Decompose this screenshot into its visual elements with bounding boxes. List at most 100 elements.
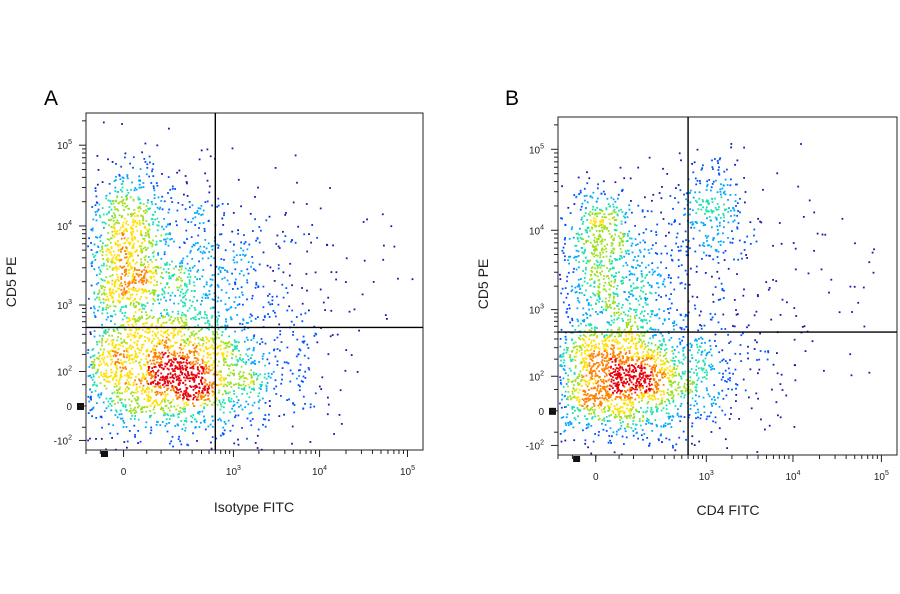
panel-a-event-dot xyxy=(126,177,129,180)
panel-a-event-dot xyxy=(211,298,214,301)
panel-a-event-dot xyxy=(145,205,148,207)
panel-a-event-dot xyxy=(172,445,174,448)
panel-b-event-dot xyxy=(560,382,562,384)
panel-a-event-dot xyxy=(129,410,132,412)
panel-b-event-dot xyxy=(718,427,721,430)
panel-a-event-dot xyxy=(111,437,113,439)
panel-a-event-dot xyxy=(217,419,219,421)
panel-b-event-dot xyxy=(723,220,725,222)
panel-b-event-dot xyxy=(730,178,732,181)
panel-a-event-dot xyxy=(120,413,123,415)
panel-a-event-dot xyxy=(139,334,141,337)
panel-a-event-dot xyxy=(110,368,112,371)
panel-a-event-dot xyxy=(116,395,119,398)
panel-b-event-dot xyxy=(766,358,769,361)
panel-a-event-dot xyxy=(119,243,121,246)
panel-a-event-dot xyxy=(197,342,200,345)
panel-a-event-dot xyxy=(128,298,131,301)
panel-a-event-dot xyxy=(114,414,117,416)
panel-a-event-dot xyxy=(207,319,209,322)
panel-a-event-dot xyxy=(92,407,94,410)
panel-a-event-dot xyxy=(384,314,387,316)
panel-a-event-dot xyxy=(125,316,128,319)
panel-a-event-dot xyxy=(168,409,171,412)
panel-a-event-dot xyxy=(293,411,296,414)
panel-a-event-dot xyxy=(137,328,140,331)
panel-a-x-tick-label: 103 xyxy=(226,465,241,478)
panel-a-event-dot xyxy=(129,303,132,306)
panel-a-event-dot xyxy=(140,389,143,392)
panel-a-event-dot xyxy=(180,317,183,320)
panel-a-event-dot xyxy=(181,364,184,367)
panel-a-event-dot xyxy=(117,245,120,248)
panel-a-event-dot xyxy=(173,273,176,276)
panel-a-event-dot xyxy=(166,389,168,391)
panel-a-event-dot xyxy=(153,292,156,295)
panel-a-event-dot xyxy=(120,282,123,285)
panel-a-event-dot xyxy=(112,288,115,291)
panel-a-event-dot xyxy=(165,342,168,344)
panel-a-event-dot xyxy=(237,414,240,417)
panel-a-event-dot xyxy=(148,290,150,292)
panel-a-event-dot xyxy=(231,424,234,427)
panel-a-event-dot xyxy=(201,358,204,361)
panel-b-event-dot xyxy=(697,377,700,380)
panel-a-event-dot xyxy=(206,367,208,370)
panel-a-event-dot xyxy=(186,362,189,365)
panel-a-event-dot xyxy=(132,259,135,261)
panel-b-event-dot xyxy=(659,434,662,437)
panel-a-event-dot xyxy=(222,267,225,269)
panel-a-event-dot xyxy=(208,219,210,222)
panel-a-event-dot xyxy=(194,224,197,226)
panel-b-event-dot xyxy=(715,250,718,253)
panel-b-event-dot xyxy=(621,435,624,438)
panel-b-event-dot xyxy=(568,367,571,370)
panel-a-event-dot xyxy=(172,357,175,359)
panel-b-event-dot xyxy=(611,435,613,438)
panel-b-event-dot xyxy=(716,160,719,162)
panel-a-event-dot xyxy=(139,317,142,320)
panel-a-event-dot xyxy=(158,351,161,354)
panel-a-event-dot xyxy=(208,392,211,395)
panel-a-event-dot xyxy=(158,382,160,385)
panel-a-event-dot xyxy=(239,354,242,356)
panel-b-event-dot xyxy=(672,359,674,362)
panel-b-event-dot xyxy=(698,337,700,340)
panel-a-event-dot xyxy=(411,278,414,281)
panel-a-event-dot xyxy=(200,395,203,397)
panel-b-event-dot xyxy=(684,287,686,290)
panel-a-event-dot xyxy=(218,417,221,420)
panel-b-event-dot xyxy=(707,200,709,202)
panel-a-event-dot xyxy=(108,210,111,213)
panel-a-event-dot xyxy=(225,361,227,364)
panel-a-event-dot xyxy=(121,176,124,179)
panel-b-event-dot xyxy=(720,183,722,186)
panel-a-event-dot xyxy=(259,373,262,376)
panel-a-event-dot xyxy=(171,360,174,363)
panel-a-event-dot xyxy=(109,350,112,353)
panel-b-event-dot xyxy=(585,427,588,430)
panel-a-event-dot xyxy=(114,233,117,235)
panel-a-event-dot xyxy=(227,399,230,401)
panel-a-event-dot xyxy=(115,370,118,373)
panel-b-event-dot xyxy=(691,344,693,347)
panel-a-event-dot xyxy=(189,394,191,397)
panel-a-event-dot xyxy=(199,329,202,331)
panel-a-event-dot xyxy=(118,288,121,290)
panel-a-event-dot xyxy=(163,346,166,349)
panel-a-event-dot xyxy=(179,406,182,409)
panel-a-event-dot xyxy=(256,447,259,449)
panel-a-event-dot xyxy=(223,342,226,345)
panel-b-event-dot xyxy=(619,427,622,430)
panel-a-event-dot xyxy=(228,335,230,338)
panel-a-event-dot xyxy=(163,379,166,382)
panel-a-event-dot xyxy=(268,362,271,365)
panel-a-event-dot xyxy=(185,401,188,404)
panel-b-event-dot xyxy=(586,298,589,301)
panel-a-event-dot xyxy=(117,361,119,364)
panel-b-event-dot xyxy=(630,244,633,247)
panel-b-event-dot xyxy=(677,359,680,362)
panel-a-event-dot xyxy=(160,234,163,237)
panel-b-event-dot xyxy=(662,218,665,220)
